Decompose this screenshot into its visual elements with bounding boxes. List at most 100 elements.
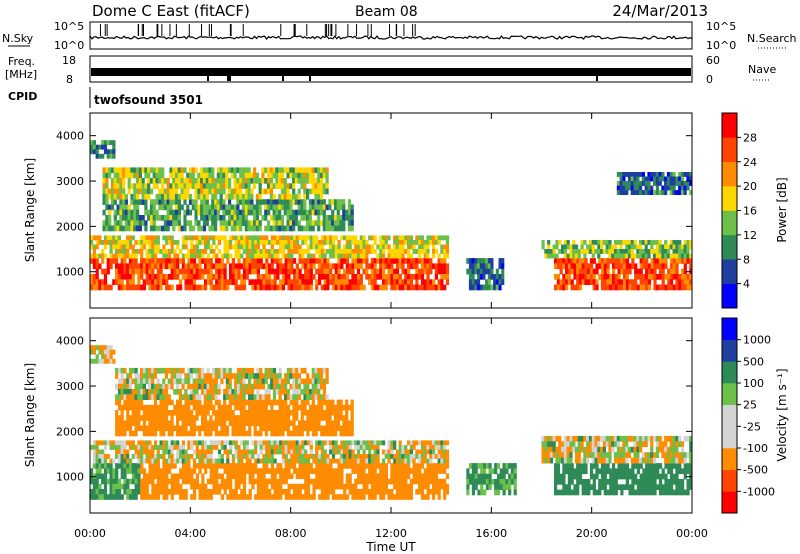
heatmap-cell — [347, 204, 351, 211]
heatmap-cell — [167, 258, 172, 264]
heatmap-cell — [145, 394, 149, 400]
heatmap-cell — [479, 258, 483, 264]
heatmap-cell — [298, 258, 302, 264]
heatmap-cell — [245, 249, 249, 254]
heatmap-cell — [133, 188, 137, 195]
heatmap-cell — [351, 274, 355, 280]
heatmap-cell — [219, 204, 223, 211]
heatmap-cell — [312, 263, 316, 270]
heatmap-cell — [242, 410, 246, 416]
heatmap-cell — [215, 258, 219, 264]
heatmap-cell — [162, 378, 166, 385]
heatmap-cell — [322, 378, 326, 385]
heatmap-cell — [256, 399, 260, 406]
heatmap-cell — [293, 249, 297, 254]
heatmap-cell — [126, 268, 130, 275]
heatmap-cell — [149, 220, 154, 226]
heatmap-cell — [162, 274, 166, 280]
heatmap-cell — [220, 445, 224, 450]
heatmap-cell — [212, 235, 216, 241]
heatmap-cell — [254, 240, 258, 245]
heatmap-cell — [200, 225, 204, 232]
heatmap-cell — [141, 215, 145, 221]
heatmap-cell — [281, 425, 285, 432]
heatmap-cell — [262, 494, 266, 500]
heatmap-cell — [639, 279, 643, 285]
heatmap-cell — [379, 284, 383, 291]
heatmap-cell — [645, 284, 649, 291]
heatmap-cell — [566, 240, 570, 245]
heatmap-cell — [496, 489, 501, 496]
heatmap-cell — [297, 394, 301, 400]
heatmap-cell — [390, 449, 394, 455]
heatmap-cell — [639, 190, 643, 195]
heatmap-cell — [138, 183, 142, 189]
heatmap-cell — [306, 383, 310, 390]
heatmap-cell — [256, 420, 260, 426]
heatmap-cell — [343, 454, 347, 459]
heatmap-cell — [95, 253, 99, 259]
heatmap-cell — [325, 183, 329, 189]
heatmap-cell — [205, 199, 209, 205]
heatmap-cell — [672, 253, 676, 259]
heatmap-cell — [162, 463, 166, 469]
heatmap-cell — [675, 240, 679, 245]
heatmap-cell — [176, 284, 180, 291]
heatmap-cell — [173, 463, 177, 469]
heatmap-cell — [248, 373, 252, 379]
heatmap-cell — [223, 373, 227, 379]
heatmap-cell — [151, 454, 155, 459]
heatmap-cell — [159, 410, 163, 416]
heatmap-cell — [195, 389, 199, 395]
heatmap-cell — [401, 468, 405, 474]
heatmap-cell — [362, 478, 366, 485]
heatmap-cell — [284, 389, 288, 395]
heatmap-cell — [265, 279, 269, 285]
heatmap-cell — [208, 183, 212, 189]
heatmap-cell — [239, 367, 243, 374]
heatmap-cell — [240, 244, 244, 250]
heatmap-cell — [669, 279, 674, 285]
heatmap-cell — [298, 404, 302, 411]
heatmap-cell — [351, 463, 355, 469]
heatmap-cell — [200, 373, 205, 379]
heatmap-cell — [255, 193, 259, 200]
heatmap-cell — [658, 253, 662, 259]
heatmap-cell — [137, 240, 141, 245]
heatmap-cell — [368, 235, 372, 241]
heatmap-cell — [592, 274, 596, 280]
heatmap-cell — [181, 378, 185, 385]
heatmap-cell — [245, 274, 249, 280]
heatmap-cell — [669, 185, 673, 191]
heatmap-cell — [443, 494, 447, 500]
heatmap-cell — [212, 253, 216, 259]
heatmap-cell — [359, 458, 363, 464]
heatmap-cell — [401, 445, 405, 450]
heatmap-cell — [154, 458, 158, 464]
heatmap-cell — [409, 235, 413, 241]
heatmap-cell — [281, 249, 286, 254]
heatmap-cell — [181, 473, 186, 480]
heatmap-cell — [287, 468, 291, 474]
heatmap-cell — [614, 244, 618, 250]
heatmap-cell — [265, 494, 269, 500]
heatmap-cell — [148, 240, 152, 245]
heatmap-cell — [678, 284, 682, 291]
heatmap-cell — [95, 284, 99, 291]
heatmap-cell — [395, 240, 400, 245]
heatmap-cell — [393, 268, 397, 275]
heatmap-cell — [201, 483, 205, 490]
heatmap-cell — [145, 404, 149, 411]
heatmap-cell — [373, 284, 377, 291]
heatmap-cell — [211, 220, 215, 226]
heatmap-cell — [259, 489, 263, 495]
heatmap-cell — [220, 284, 224, 291]
heatmap-cell — [287, 279, 291, 285]
heatmap-cell — [445, 463, 450, 469]
heatmap-cell — [209, 389, 213, 395]
heatmap-cell — [230, 204, 234, 211]
heatmap-cell — [468, 274, 472, 280]
heatmap-cell — [167, 420, 171, 426]
heatmap-cell — [142, 410, 146, 416]
heatmap-cell — [666, 185, 671, 191]
